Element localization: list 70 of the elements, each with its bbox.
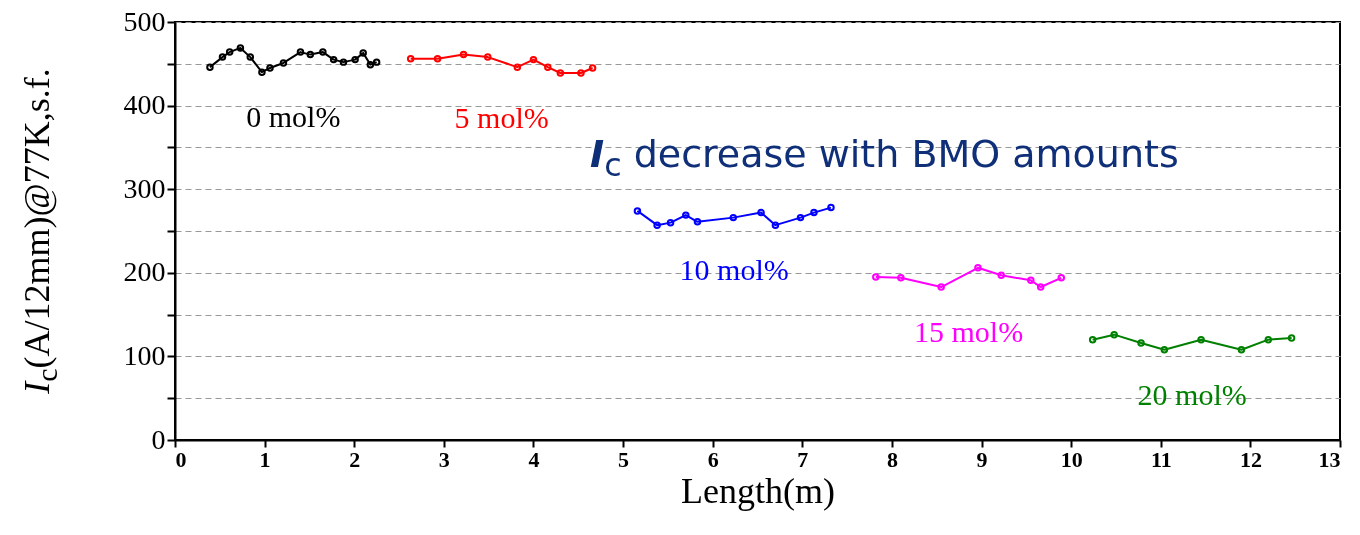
point <box>319 48 327 56</box>
x-tick-label: 0 <box>175 446 187 472</box>
point <box>693 218 702 226</box>
point <box>729 213 738 222</box>
point <box>433 55 442 63</box>
point <box>682 211 690 219</box>
point <box>1137 339 1145 347</box>
point <box>1264 335 1273 344</box>
point <box>544 63 552 71</box>
x-tick-label: 6 <box>707 446 719 472</box>
x-tick-label: 13 <box>1318 446 1341 472</box>
x-tick-label: 3 <box>438 446 450 472</box>
point <box>529 55 538 64</box>
point <box>974 264 982 272</box>
point <box>258 68 266 76</box>
point <box>296 48 305 56</box>
series-label: 10 mol% <box>679 253 789 287</box>
x-tick-label: 10 <box>1060 446 1083 472</box>
point <box>810 208 818 217</box>
point <box>459 50 468 59</box>
x-axis-title: Length(m) <box>681 470 835 511</box>
point <box>771 221 780 229</box>
point <box>513 63 522 71</box>
point <box>1110 330 1118 339</box>
x-tick-label: 12 <box>1239 446 1262 472</box>
x-tick-label: 4 <box>528 446 540 472</box>
point <box>897 274 905 282</box>
y-tick-label: 400 <box>123 89 166 121</box>
y-tick-label: 300 <box>123 172 166 204</box>
x-tick-label: 7 <box>797 446 809 472</box>
x-tick-label: 8 <box>886 446 898 472</box>
point <box>1160 345 1169 354</box>
point <box>279 59 288 67</box>
x-tick-label: 2 <box>349 446 361 472</box>
point <box>757 208 765 217</box>
x-tick-label: 1 <box>259 446 271 472</box>
y-tick-label: 200 <box>123 256 166 288</box>
point <box>329 55 338 64</box>
point <box>666 218 675 227</box>
point <box>653 221 661 229</box>
point <box>366 60 375 69</box>
point <box>339 58 348 66</box>
point <box>997 271 1005 280</box>
point <box>556 69 565 77</box>
x-tick-label: 9 <box>976 446 988 472</box>
point <box>351 55 359 64</box>
x-tick-label: 5 <box>618 446 630 472</box>
point <box>1197 335 1205 344</box>
series-label: 20 mol% <box>1137 377 1247 411</box>
point <box>225 48 234 56</box>
series-label: 15 mol% <box>913 314 1024 348</box>
series-label: 0 mol% <box>246 100 341 134</box>
point <box>937 283 945 291</box>
y-tick-label: 100 <box>123 339 166 371</box>
point <box>359 49 367 57</box>
point <box>1237 345 1246 354</box>
point <box>1027 276 1035 285</box>
point <box>266 64 274 72</box>
series-label: 5 mol% <box>454 100 549 134</box>
point <box>796 213 805 222</box>
x-tick-label: 11 <box>1150 446 1172 472</box>
point <box>306 50 315 59</box>
point <box>1036 283 1045 291</box>
y-tick-label: 500 <box>123 5 166 37</box>
point <box>484 53 492 61</box>
annotation: I$_{c}$ decrease with BMO amounts <box>590 132 1179 183</box>
point <box>218 53 227 61</box>
point <box>577 69 585 77</box>
point <box>246 53 255 61</box>
point <box>236 44 245 52</box>
